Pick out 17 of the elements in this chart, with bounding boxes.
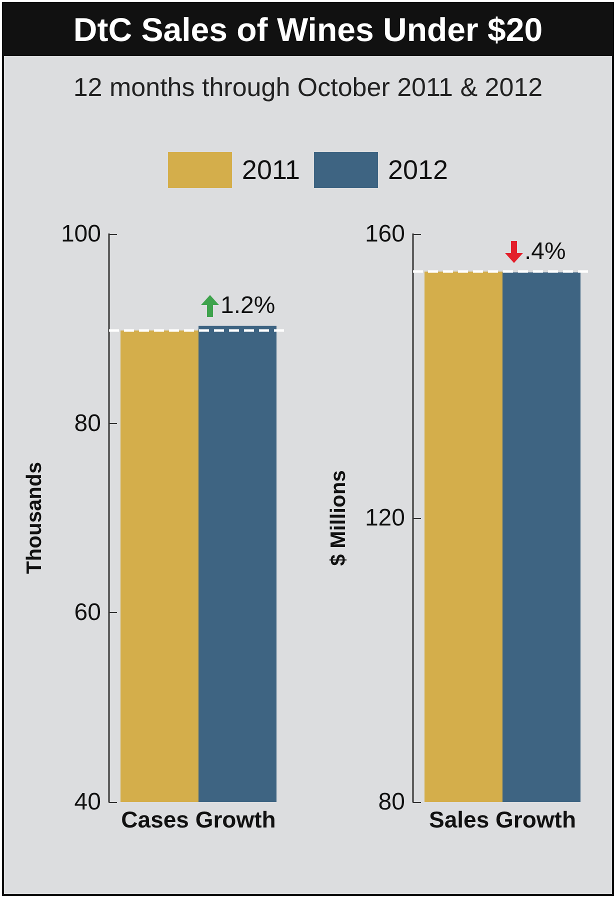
chart-title: DtC Sales of Wines Under $20 — [4, 4, 612, 56]
y-tick-label: 60 — [74, 599, 101, 626]
y-tick-label: 120 — [364, 504, 405, 532]
y-tick-label: 40 — [74, 788, 101, 816]
annotation: 1.2% — [220, 292, 276, 320]
y-tick-label: 100 — [60, 220, 101, 248]
chart-subtitle: 12 months through October 2011 & 2012 — [72, 72, 544, 103]
y-tick-label: 80 — [74, 410, 101, 437]
legend-label: 2011 — [242, 154, 300, 186]
annotation: .4% — [524, 238, 566, 266]
legend-label: 2012 — [388, 154, 448, 186]
y-tick-label: 80 — [378, 788, 405, 816]
y-tick-label: 160 — [364, 220, 405, 248]
y-axis-title: $ Millions — [327, 470, 350, 566]
x-tick-label: Cases Growth — [121, 806, 276, 832]
y-axis-title: Thousands — [23, 462, 46, 574]
x-tick-label: Sales Growth — [429, 806, 576, 832]
